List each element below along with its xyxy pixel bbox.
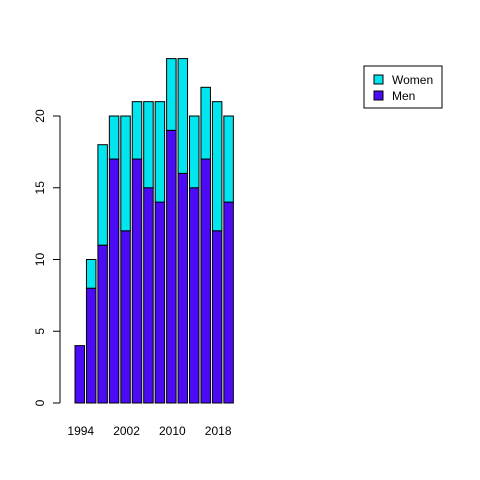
- bar-men-1994: [74, 345, 85, 404]
- x-tick-label: 2002: [113, 424, 140, 438]
- bar-women-2016: [200, 86, 211, 160]
- bar-women-2018: [211, 101, 223, 232]
- bar-men-2018: [211, 230, 223, 404]
- bar-men-2014: [189, 187, 200, 404]
- bar-women-2008: [154, 101, 166, 203]
- bar-women-2002: [120, 115, 131, 232]
- bar-women-2004: [131, 101, 143, 160]
- legend-box: [363, 65, 443, 109]
- y-tick-label: 20: [33, 109, 47, 123]
- bar-women-1996: [85, 259, 97, 289]
- legend-label-women: Women: [392, 73, 433, 87]
- x-tick-label: 1994: [67, 424, 94, 438]
- bar-women-2020: [223, 115, 234, 203]
- legend-swatch-women: [373, 74, 384, 85]
- y-tick-label: 15: [33, 181, 47, 195]
- legend-swatch-men: [373, 90, 384, 101]
- bar-men-2008: [154, 201, 166, 404]
- bar-women-2012: [177, 58, 189, 174]
- y-tick-label: 5: [33, 328, 47, 335]
- bar-women-2014: [189, 115, 200, 189]
- x-tick-label: 2018: [205, 424, 232, 438]
- legend: Women Men: [363, 65, 443, 109]
- bar-men-2004: [131, 158, 143, 404]
- y-tick-label: 0: [33, 399, 47, 406]
- bar-men-2020: [223, 201, 234, 404]
- bar-men-1996: [85, 287, 97, 404]
- bar-men-2010: [166, 129, 177, 404]
- bar-men-2016: [200, 158, 211, 404]
- bar-men-2006: [143, 187, 154, 404]
- bar-women-2010: [166, 58, 177, 131]
- bar-men-2000: [108, 158, 120, 404]
- bar-men-2012: [177, 172, 189, 404]
- bar-men-2002: [120, 230, 131, 404]
- y-tick-label: 10: [33, 253, 47, 267]
- y-axis: 0 5 10 15 20: [33, 109, 61, 406]
- legend-label-men: Men: [392, 89, 415, 103]
- x-axis: 1994 2002 2010 2018: [67, 424, 231, 438]
- bar-women-2000: [108, 115, 120, 160]
- bar-women-1998: [97, 144, 108, 246]
- bar-men-1998: [97, 244, 108, 404]
- bar-women-2006: [143, 101, 154, 189]
- bars-group: [74, 58, 234, 404]
- x-tick-label: 2010: [159, 424, 186, 438]
